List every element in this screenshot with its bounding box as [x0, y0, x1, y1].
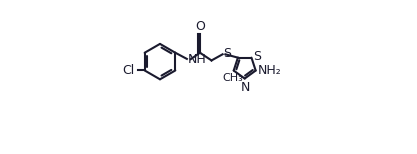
- Text: S: S: [223, 47, 231, 60]
- Text: N: N: [241, 81, 250, 94]
- Text: Cl: Cl: [123, 64, 135, 77]
- Text: S: S: [253, 50, 261, 63]
- Text: NH₂: NH₂: [258, 64, 282, 77]
- Text: CH₃: CH₃: [223, 73, 243, 83]
- Text: NH: NH: [188, 53, 206, 66]
- Text: O: O: [195, 20, 205, 33]
